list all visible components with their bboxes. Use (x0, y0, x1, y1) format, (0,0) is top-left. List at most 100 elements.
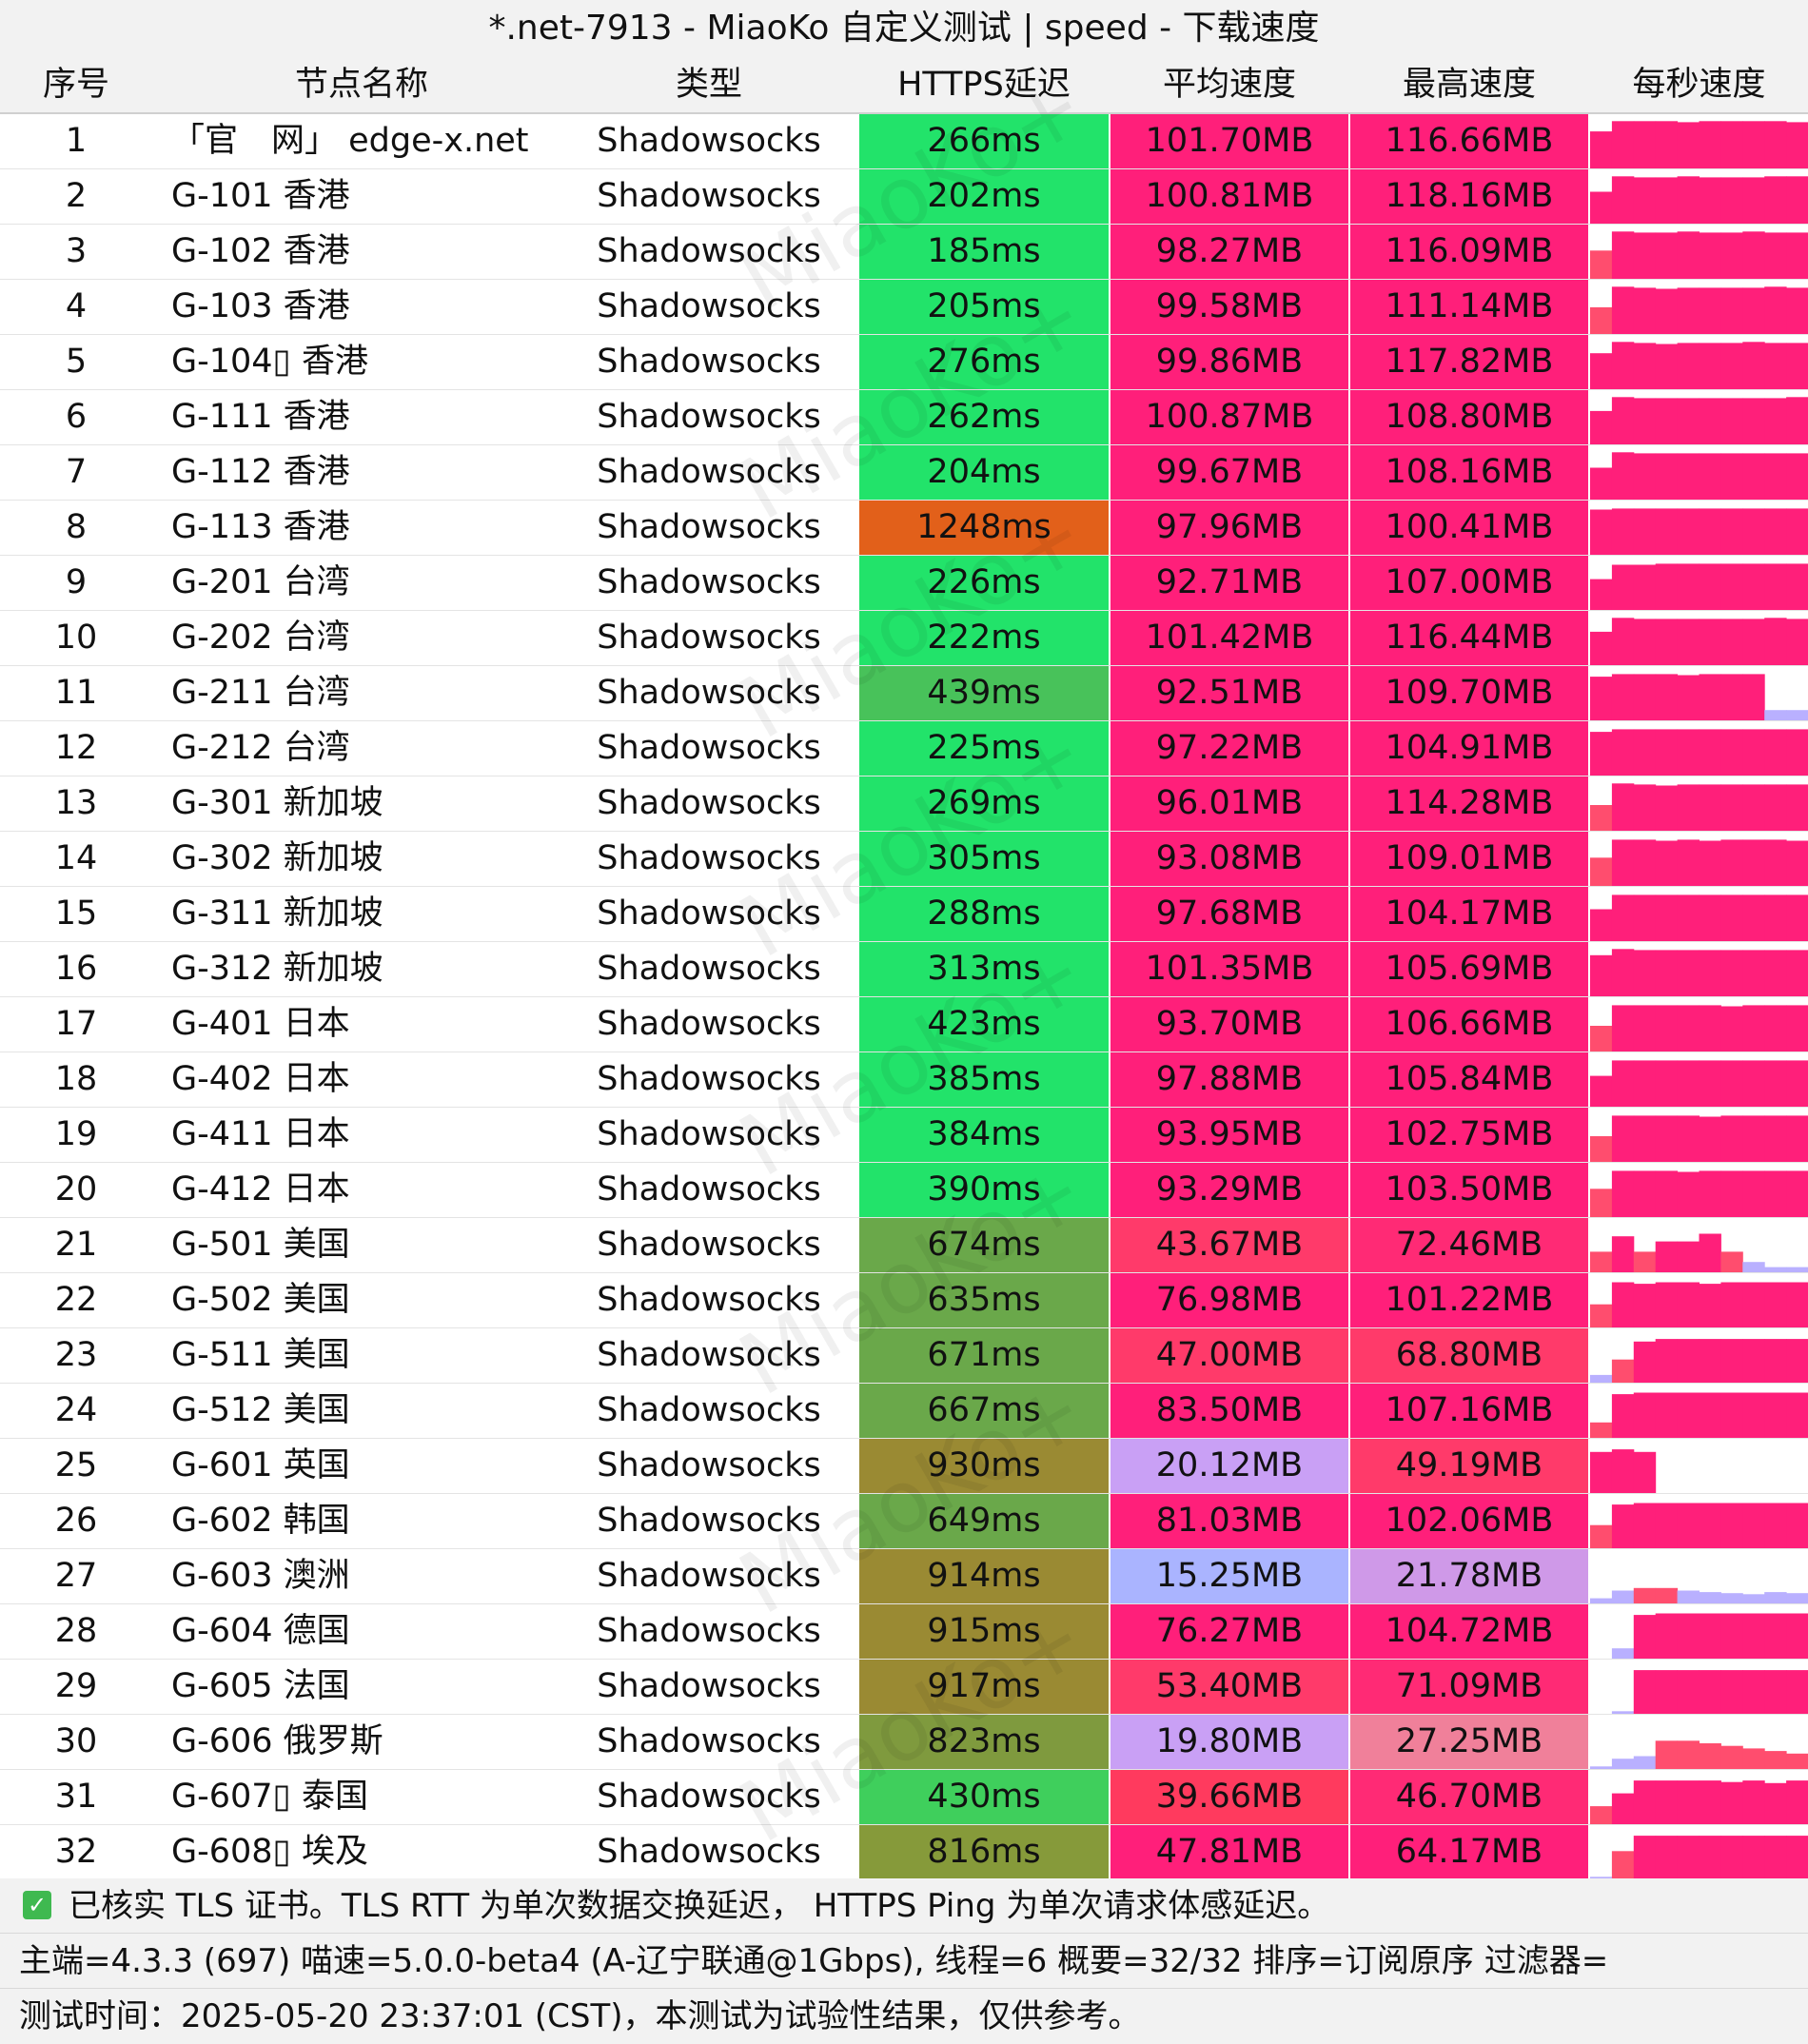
speed-bar (1786, 840, 1808, 886)
speed-bar (1633, 398, 1657, 444)
speed-bar (1590, 1806, 1613, 1824)
node-name: G-601 英国 (171, 1446, 350, 1484)
speed-sparkline (1590, 563, 1808, 610)
speed-bar (1786, 619, 1808, 665)
speed-bar (1633, 1756, 1657, 1769)
node-type: Shadowsocks (597, 177, 821, 215)
speed-bar (1764, 343, 1787, 389)
speed-bar (1720, 232, 1743, 279)
speed-sparkline (1590, 342, 1808, 389)
speed-bar (1655, 344, 1679, 389)
speed-bar (1633, 343, 1657, 389)
speed-bar (1677, 1171, 1700, 1217)
speed-bar (1742, 1392, 1765, 1438)
speed-sparkline (1590, 949, 1808, 996)
speed-bar (1764, 729, 1787, 776)
speed-bar (1764, 710, 1787, 720)
node-name: G-604 德国 (171, 1612, 350, 1650)
per-second-chart (1590, 1825, 1808, 1879)
speed-bar (1655, 398, 1679, 444)
table-row: 2 G-101 香港 Shadowsocks 202ms 100.81MB 118.16M… (0, 169, 1808, 225)
speed-bar (1786, 397, 1808, 444)
table-row: 31 G-607▯ 泰国 Shadowsocks 430ms 39.66MB 46.70M… (0, 1770, 1808, 1825)
speed-bar (1742, 784, 1765, 831)
speed-bar (1611, 176, 1635, 224)
speed-bar (1699, 894, 1721, 941)
node-name: G-212 台湾 (171, 729, 350, 767)
speed-bar (1720, 121, 1743, 168)
node-name: G-608▯ 埃及 (171, 1833, 368, 1871)
speed-bar (1742, 1748, 1765, 1769)
avg-speed-cell: 101.70MB (1110, 114, 1350, 168)
speed-bar (1611, 564, 1635, 610)
speed-bar (1590, 131, 1613, 168)
table-row: 9 G-201 台湾 Shadowsocks 226ms 92.71MB 107.00MB (0, 556, 1808, 611)
speed-sparkline (1590, 618, 1808, 665)
avg-speed-cell: 83.50MB (1110, 1384, 1350, 1438)
table-row: 25 G-601 英国 Shadowsocks 930ms 20.12MB 49.19MB (0, 1439, 1808, 1494)
per-second-chart (1590, 776, 1808, 831)
avg-speed-cell: 93.29MB (1110, 1163, 1350, 1217)
speed-bar (1720, 287, 1743, 334)
speed-bar (1699, 1670, 1721, 1714)
avg-speed-cell: 100.81MB (1110, 169, 1350, 224)
max-speed-cell: 116.09MB (1350, 225, 1590, 279)
speed-bar (1764, 563, 1787, 610)
table-row: 10 G-202 台湾 Shadowsocks 222ms 101.42MB 116.44… (0, 611, 1808, 666)
avg-speed-cell: 99.67MB (1110, 445, 1350, 500)
speed-bar (1699, 232, 1721, 279)
latency-cell: 430ms (859, 1770, 1110, 1824)
speed-bar (1611, 1005, 1635, 1051)
speed-bar (1633, 1503, 1657, 1548)
table-row: 8 G-113 香港 Shadowsocks 1248ms 97.96MB 100.41M… (0, 501, 1808, 556)
max-speed-cell: 27.25MB (1350, 1715, 1590, 1769)
row-index: 9 (65, 563, 88, 601)
speed-bar (1655, 1170, 1679, 1217)
max-speed-cell: 104.91MB (1350, 721, 1590, 776)
speed-bar (1590, 677, 1613, 720)
max-speed-cell: 102.06MB (1350, 1494, 1590, 1548)
speed-bar (1677, 784, 1700, 831)
per-second-chart (1590, 832, 1808, 886)
speed-bar (1655, 785, 1679, 831)
node-name: G-112 香港 (171, 453, 350, 491)
row-index: 26 (54, 1502, 98, 1540)
row-index: 11 (54, 674, 98, 712)
node-name: G-401 日本 (171, 1005, 350, 1043)
node-type: Shadowsocks (597, 1226, 821, 1264)
speed-bar (1742, 177, 1765, 224)
speed-sparkline (1590, 1587, 1808, 1603)
speed-bar (1786, 1115, 1808, 1162)
node-type: Shadowsocks (597, 839, 821, 877)
node-name: G-511 美国 (171, 1336, 350, 1374)
speed-bar (1742, 231, 1765, 279)
speed-bar (1720, 177, 1743, 224)
speed-bar (1677, 122, 1700, 168)
speed-bar (1742, 894, 1765, 941)
avg-speed-cell: 97.88MB (1110, 1052, 1350, 1107)
speed-bar (1720, 1060, 1743, 1107)
row-index: 32 (54, 1833, 98, 1871)
per-second-chart (1590, 1660, 1808, 1714)
max-speed-cell: 118.16MB (1350, 169, 1590, 224)
table-row: 27 G-603 澳洲 Shadowsocks 914ms 15.25MB 21.78MB (0, 1549, 1808, 1604)
node-type: Shadowsocks (597, 453, 821, 491)
speed-bar (1611, 1236, 1635, 1272)
latency-cell: 917ms (859, 1660, 1110, 1714)
latency-cell: 269ms (859, 776, 1110, 831)
latency-cell: 222ms (859, 611, 1110, 665)
latency-cell: 313ms (859, 942, 1110, 996)
speed-bar (1633, 287, 1657, 334)
per-second-chart (1590, 721, 1808, 776)
row-index: 25 (54, 1446, 98, 1484)
speed-bar (1633, 619, 1657, 665)
latency-cell: 262ms (859, 390, 1110, 444)
table-row: 5 G-104▯ 香港 Shadowsocks 276ms 99.86MB 117.82M… (0, 335, 1808, 390)
node-type: Shadowsocks (597, 1778, 821, 1816)
node-type: Shadowsocks (597, 1557, 821, 1595)
per-second-chart (1590, 390, 1808, 444)
node-name: G-605 法国 (171, 1667, 350, 1705)
speed-bar (1742, 1594, 1765, 1603)
latency-cell: 225ms (859, 721, 1110, 776)
speed-bar (1742, 674, 1765, 720)
